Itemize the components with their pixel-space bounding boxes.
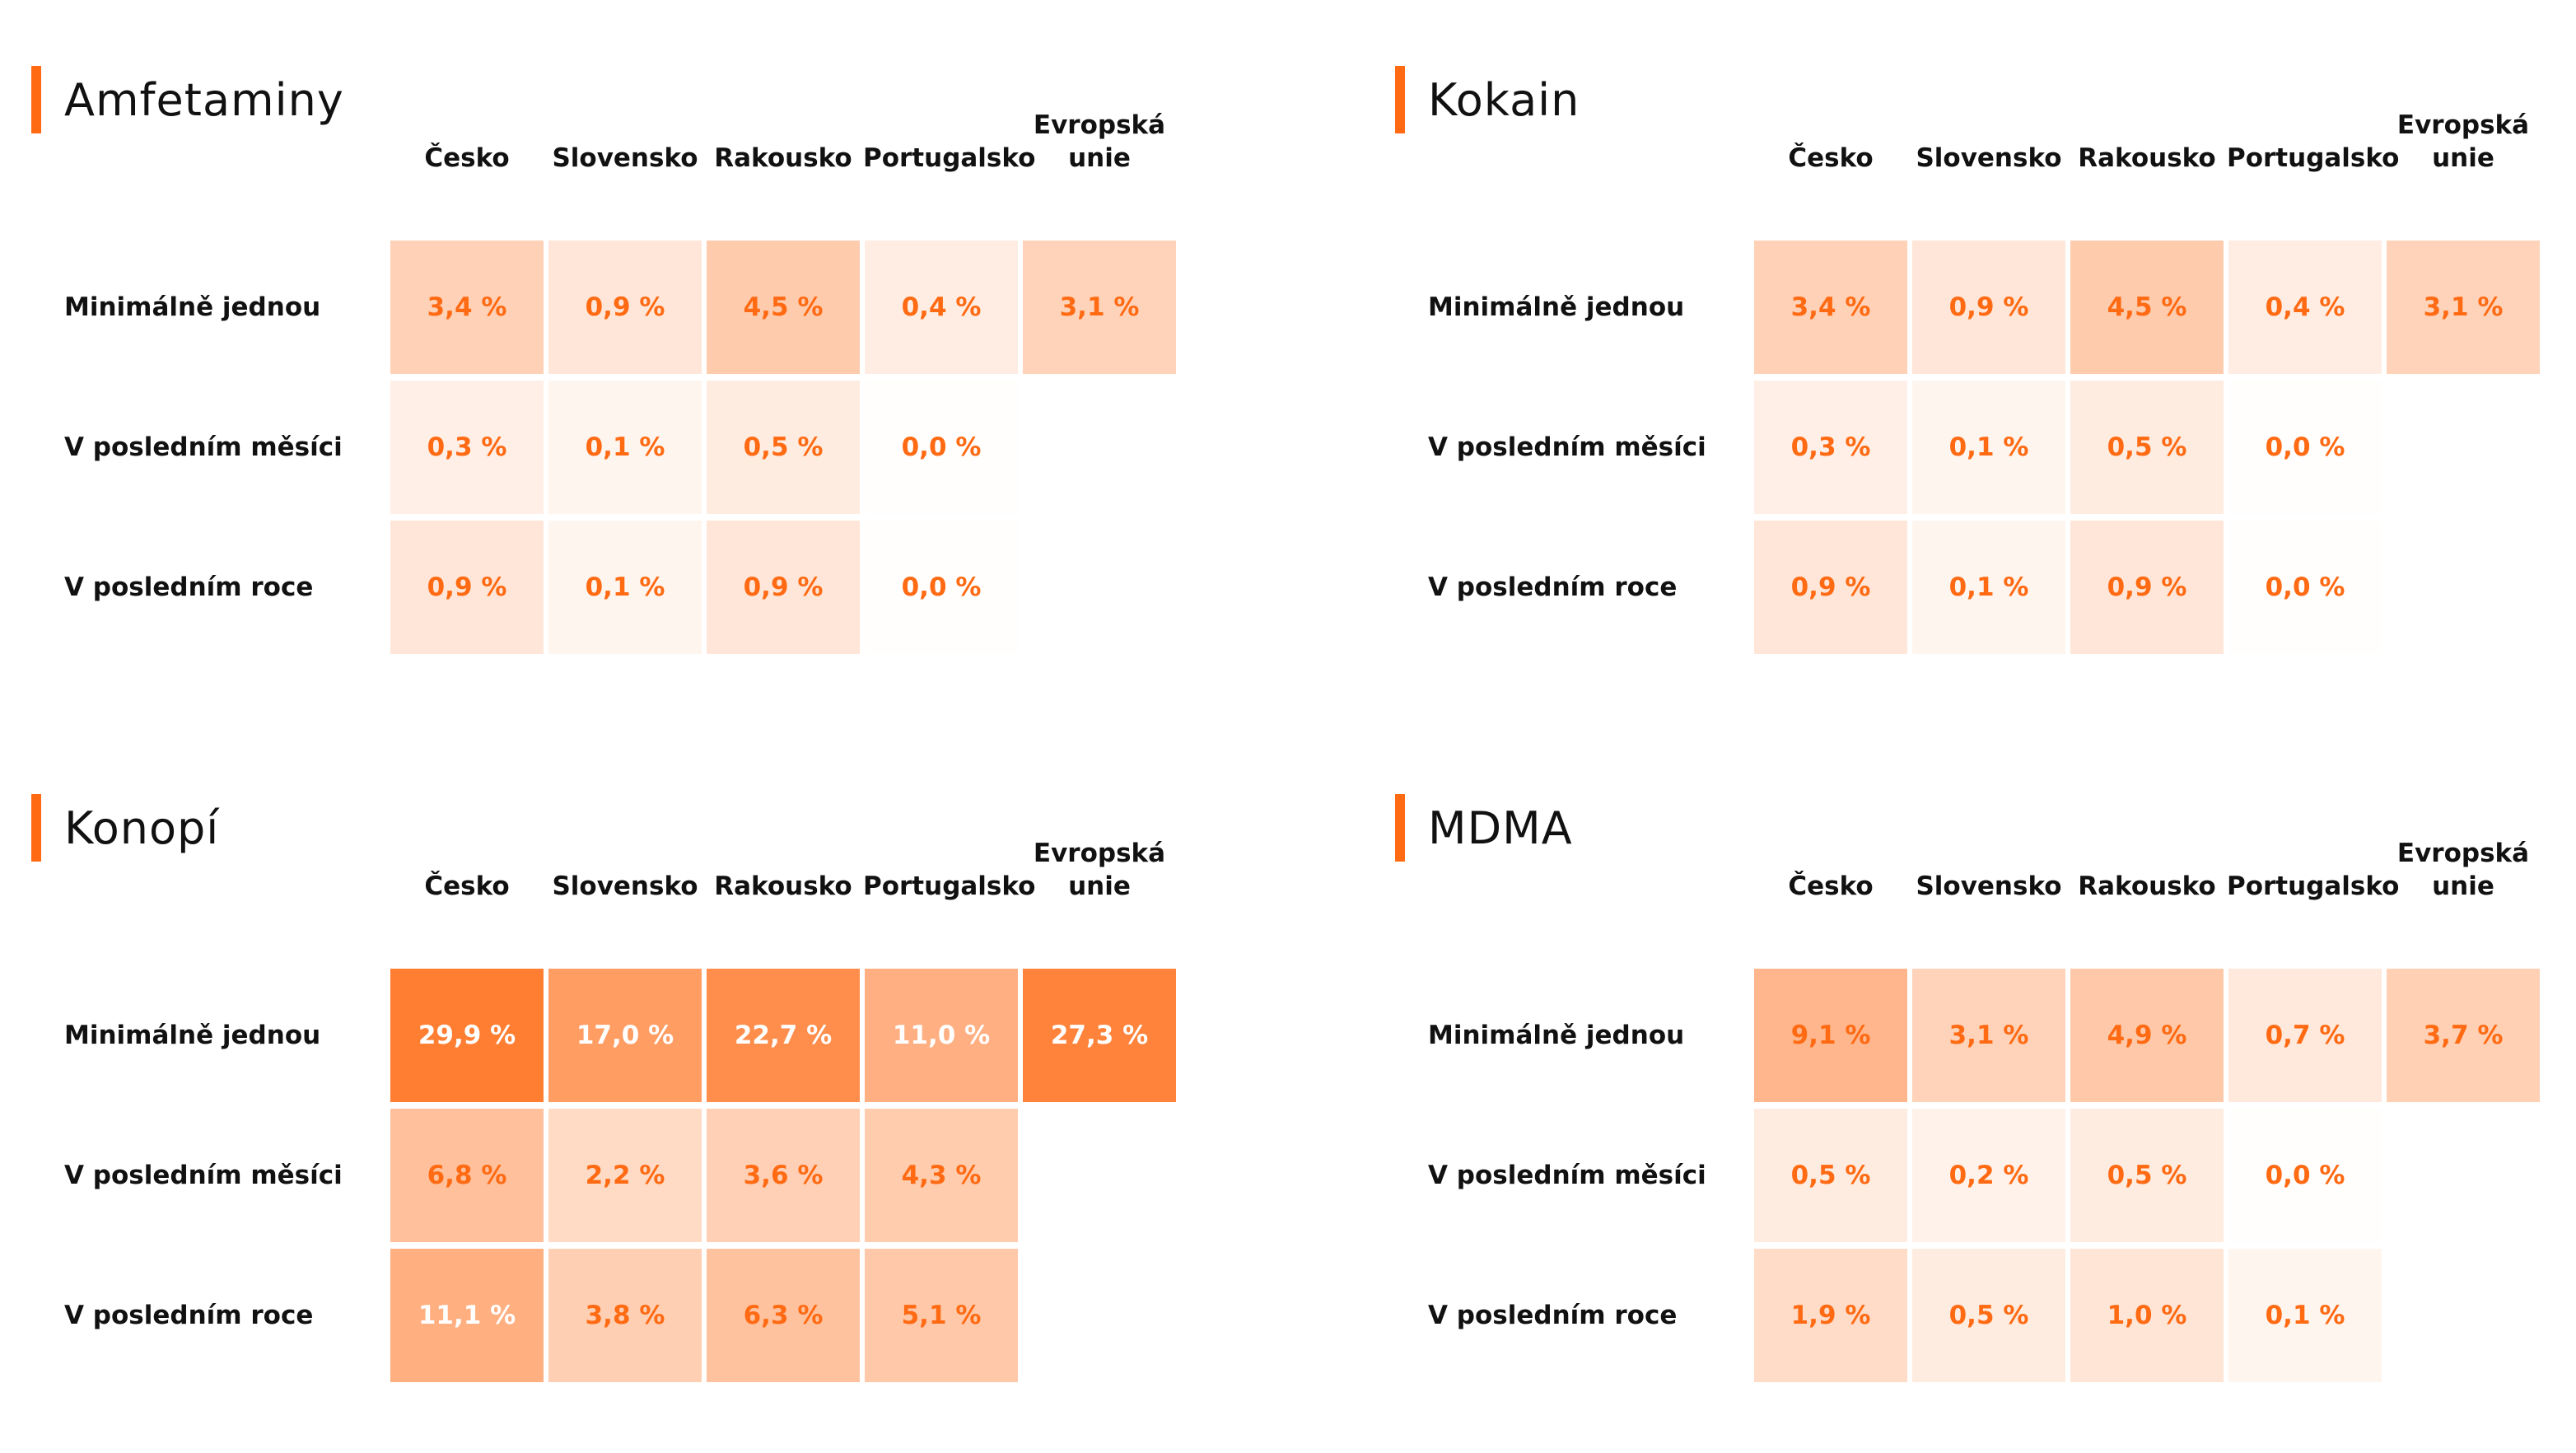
heatmap-cell: 0,3 % xyxy=(390,381,544,514)
heatmap-cell: 2,2 % xyxy=(548,1109,702,1242)
heatmap-cell: 3,6 % xyxy=(707,1109,860,1242)
heatmap-cell: 0,0 % xyxy=(2228,521,2382,654)
heatmap-cell: 27,3 % xyxy=(1023,969,1176,1102)
column-header: Rakousko xyxy=(2078,143,2216,173)
heatmap-cell: 0,1 % xyxy=(2228,1249,2382,1382)
row-label: Minimálně jednou xyxy=(64,292,321,322)
column-header: Evropská unie xyxy=(2396,839,2530,901)
heatmap-panel: MDMA Česko Slovensko Rakousko Portugalsko Evr… xyxy=(1395,794,2576,1453)
heatmap-cell: 0,5 % xyxy=(1912,1249,2065,1382)
row-label: Minimálně jednou xyxy=(1428,292,1685,322)
heatmap-cell: 0,5 % xyxy=(707,381,860,514)
column-header: Česko xyxy=(424,143,510,173)
heatmap-cell: 6,8 % xyxy=(390,1109,544,1242)
heatmap-cell: 0,9 % xyxy=(548,241,702,374)
heatmap-cell: 3,1 % xyxy=(1912,969,2065,1102)
chart-title: Amfetaminy xyxy=(64,74,344,126)
column-header: Portugalsko xyxy=(863,143,1036,173)
heatmap-cell: 0,5 % xyxy=(1754,1109,1907,1242)
chart-title: MDMA xyxy=(1428,802,1573,854)
chart-title: Kokain xyxy=(1428,74,1580,126)
heatmap-cell: 0,9 % xyxy=(390,521,544,654)
heatmap-cell: 5,1 % xyxy=(865,1249,1018,1382)
heatmap-cell: 0,0 % xyxy=(2228,381,2382,514)
heatmap-cell: 3,7 % xyxy=(2387,969,2540,1102)
row-label: V posledním roce xyxy=(1428,1301,1678,1330)
heatmap-cell: 4,5 % xyxy=(2070,241,2224,374)
row-label: V posledním měsíci xyxy=(64,1161,343,1190)
heatmap-cell: 0,9 % xyxy=(707,521,860,654)
row-label: V posledním měsíci xyxy=(64,432,343,462)
heatmap-cell: 0,5 % xyxy=(2070,1109,2224,1242)
heatmap-cell: 0,2 % xyxy=(1912,1109,2065,1242)
row-label: Minimálně jednou xyxy=(64,1021,321,1050)
heatmap-panel: Kokain Česko Slovensko Rakousko Portugalsko E… xyxy=(1395,66,2576,725)
title-accent-bar xyxy=(31,66,41,133)
heatmap-cell: 0,4 % xyxy=(865,241,1018,374)
column-header: Česko xyxy=(1788,143,1874,173)
column-header: Česko xyxy=(1788,871,1874,901)
heatmap-cell: 0,3 % xyxy=(1754,381,1907,514)
heatmap-cell: 17,0 % xyxy=(548,969,702,1102)
column-header: Slovensko xyxy=(1916,871,2062,901)
row-label: V posledním roce xyxy=(64,572,314,602)
column-header: Portugalsko xyxy=(2227,871,2400,901)
heatmap-cell: 29,9 % xyxy=(390,969,544,1102)
heatmap-cell: 0,0 % xyxy=(865,381,1018,514)
title-accent-bar xyxy=(31,794,41,862)
heatmap-cell: 0,7 % xyxy=(2228,969,2382,1102)
heatmap-panel: Amfetaminy Česko Slovensko Rakousko Portugal… xyxy=(31,66,1267,725)
heatmap-cell: 0,1 % xyxy=(548,381,702,514)
title-accent-bar xyxy=(1395,66,1405,133)
heatmap-cell: 9,1 % xyxy=(1754,969,1907,1102)
column-header: Evropská unie xyxy=(2396,110,2530,173)
heatmap-cell: 3,8 % xyxy=(548,1249,702,1382)
heatmap-cell: 3,1 % xyxy=(1023,241,1176,374)
heatmap-cell: 4,9 % xyxy=(2070,969,2224,1102)
column-header: Evropská unie xyxy=(1033,839,1166,901)
heatmap-cell: 0,1 % xyxy=(548,521,702,654)
row-label: V posledním měsíci xyxy=(1428,432,1706,462)
column-header: Portugalsko xyxy=(2227,143,2400,173)
column-header: Slovensko xyxy=(552,871,698,901)
heatmap-cell: 0,4 % xyxy=(2228,241,2382,374)
heatmap-cell: 3,4 % xyxy=(390,241,544,374)
heatmap-cell: 0,9 % xyxy=(2070,521,2224,654)
heatmap-cell: 0,1 % xyxy=(1912,521,2065,654)
column-header: Česko xyxy=(424,871,510,901)
heatmap-cell: 0,5 % xyxy=(2070,381,2224,514)
column-header: Rakousko xyxy=(714,871,852,901)
heatmap-cell: 4,3 % xyxy=(865,1109,1018,1242)
heatmap-cell: 1,9 % xyxy=(1754,1249,1907,1382)
row-label: V posledním roce xyxy=(64,1301,314,1330)
heatmap-cell: 3,1 % xyxy=(2387,241,2540,374)
column-header: Portugalsko xyxy=(863,871,1036,901)
heatmap-cell: 0,0 % xyxy=(865,521,1018,654)
heatmap-cell: 1,0 % xyxy=(2070,1249,2224,1382)
chart-title: Konopí xyxy=(64,802,220,854)
row-label: Minimálně jednou xyxy=(1428,1021,1685,1050)
heatmap-cell: 6,3 % xyxy=(707,1249,860,1382)
column-header: Evropská unie xyxy=(1033,110,1166,173)
heatmap-cell: 3,4 % xyxy=(1754,241,1907,374)
heatmap-panel: Konopí Česko Slovensko Rakousko Portugalsko E… xyxy=(31,794,1267,1453)
heatmap-cell: 0,0 % xyxy=(2228,1109,2382,1242)
heatmap-cell: 0,1 % xyxy=(1912,381,2065,514)
column-header: Rakousko xyxy=(2078,871,2216,901)
heatmap-cell: 22,7 % xyxy=(707,969,860,1102)
heatmap-cell: 11,1 % xyxy=(390,1249,544,1382)
row-label: V posledním roce xyxy=(1428,572,1678,602)
column-header: Slovensko xyxy=(1916,143,2062,173)
column-header: Rakousko xyxy=(714,143,852,173)
heatmap-cell: 4,5 % xyxy=(707,241,860,374)
row-label: V posledním měsíci xyxy=(1428,1161,1706,1190)
heatmap-cell: 0,9 % xyxy=(1912,241,2065,374)
heatmap-cell: 0,9 % xyxy=(1754,521,1907,654)
heatmap-cell: 11,0 % xyxy=(865,969,1018,1102)
column-header: Slovensko xyxy=(552,143,698,173)
title-accent-bar xyxy=(1395,794,1405,862)
